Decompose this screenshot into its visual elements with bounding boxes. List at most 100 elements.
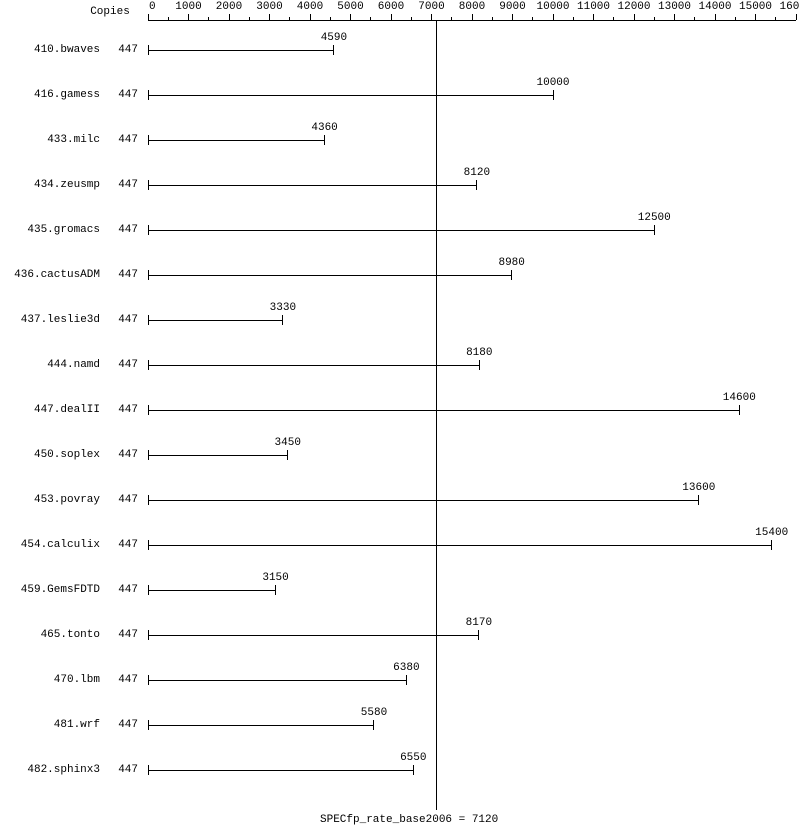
bar-end-cap (275, 585, 276, 595)
axis-minor-tick (208, 17, 209, 20)
benchmark-label: 437.leslie3d (21, 315, 100, 326)
copies-value: 447 (118, 495, 138, 506)
copies-value: 447 (118, 675, 138, 686)
axis-major-tick (755, 14, 756, 20)
bar-value-label: 8180 (466, 348, 492, 359)
bar-start-cap (148, 495, 149, 505)
bar-end-cap (413, 765, 414, 775)
copies-value: 447 (118, 180, 138, 191)
axis-minor-tick (492, 17, 493, 20)
bar-start-cap (148, 45, 149, 55)
benchmark-label: 416.gamess (34, 90, 100, 101)
bar-start-cap (148, 270, 149, 280)
bar-start-cap (148, 135, 149, 145)
axis-tick-label: 12000 (617, 2, 650, 13)
bar-end-cap (324, 135, 325, 145)
bar-value-label: 6380 (393, 663, 419, 674)
benchmark-label: 447.dealII (34, 405, 100, 416)
bar-line (148, 635, 479, 636)
copies-value: 447 (118, 360, 138, 371)
bar-end-cap (373, 720, 374, 730)
axis-tick-label: 2000 (216, 2, 242, 13)
bar-line (148, 725, 374, 726)
axis-major-tick (391, 14, 392, 20)
axis-major-tick (148, 14, 149, 20)
bar-line (148, 320, 283, 321)
bar-end-cap (282, 315, 283, 325)
bar-value-label: 15400 (755, 528, 788, 539)
benchmark-label: 444.namd (47, 360, 100, 371)
bar-value-label: 8170 (466, 618, 492, 629)
axis-major-tick (512, 14, 513, 20)
axis-tick-label: 9000 (499, 2, 525, 13)
bar-line (148, 50, 334, 51)
axis-major-tick (310, 14, 311, 20)
axis-tick-label: 6000 (378, 2, 404, 13)
benchmark-label: 459.GemsFDTD (21, 585, 100, 596)
bar-end-cap (739, 405, 740, 415)
bar-start-cap (148, 360, 149, 370)
bar-start-cap (148, 585, 149, 595)
bar-line (148, 410, 739, 411)
bar-end-cap (333, 45, 334, 55)
bar-line (148, 455, 288, 456)
benchmark-label: 453.povray (34, 495, 100, 506)
axis-major-tick (715, 14, 716, 20)
bar-end-cap (287, 450, 288, 460)
bar-start-cap (148, 450, 149, 460)
bar-value-label: 3450 (275, 438, 301, 449)
axis-minor-tick (411, 17, 412, 20)
bar-end-cap (771, 540, 772, 550)
benchmark-label: 450.soplex (34, 450, 100, 461)
axis-tick-label: 5000 (337, 2, 363, 13)
copies-value: 447 (118, 135, 138, 146)
copies-value: 447 (118, 45, 138, 56)
bar-end-cap (553, 90, 554, 100)
axis-minor-tick (775, 17, 776, 20)
bar-value-label: 14600 (723, 393, 756, 404)
bar-end-cap (654, 225, 655, 235)
bar-value-label: 8980 (498, 258, 524, 269)
footer-label: SPECfp_rate_base2006 = 7120 (320, 815, 498, 826)
axis-minor-tick (330, 17, 331, 20)
benchmark-label: 436.cactusADM (14, 270, 100, 281)
axis-minor-tick (451, 17, 452, 20)
bar-value-label: 3330 (270, 303, 296, 314)
bar-value-label: 4590 (321, 33, 347, 44)
copies-value: 447 (118, 90, 138, 101)
axis-tick-label: 10000 (536, 2, 569, 13)
bar-value-label: 13600 (682, 483, 715, 494)
copies-value: 447 (118, 225, 138, 236)
benchmark-label: 434.zeusmp (34, 180, 100, 191)
benchmark-label: 470.lbm (54, 675, 100, 686)
axis-tick-label: 1000 (175, 2, 201, 13)
bar-end-cap (478, 630, 479, 640)
axis-minor-tick (654, 17, 655, 20)
axis-minor-tick (289, 17, 290, 20)
copies-value: 447 (118, 720, 138, 731)
axis-major-tick (593, 14, 594, 20)
bar-line (148, 230, 654, 231)
axis-minor-tick (168, 17, 169, 20)
axis-minor-tick (573, 17, 574, 20)
axis-tick-label: 3000 (256, 2, 282, 13)
bar-start-cap (148, 675, 149, 685)
bar-line (148, 770, 413, 771)
bar-value-label: 4360 (311, 123, 337, 134)
reference-line (436, 20, 438, 810)
copies-header: Copies (90, 7, 130, 18)
axis-tick-label: 13000 (658, 2, 691, 13)
axis-minor-tick (613, 17, 614, 20)
axis-major-tick (229, 14, 230, 20)
bar-line (148, 275, 512, 276)
bar-line (148, 185, 477, 186)
axis-major-tick (472, 14, 473, 20)
axis-major-tick (796, 14, 797, 20)
bar-start-cap (148, 630, 149, 640)
axis-major-tick (269, 14, 270, 20)
axis-tick-label: 14000 (698, 2, 731, 13)
bar-line (148, 680, 406, 681)
axis-tick-label: 16000 (779, 2, 799, 13)
axis-minor-tick (370, 17, 371, 20)
axis-tick-label: 4000 (297, 2, 323, 13)
